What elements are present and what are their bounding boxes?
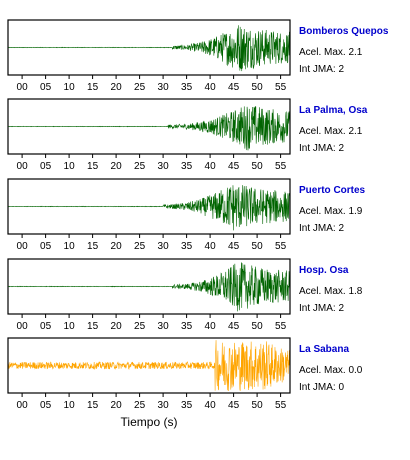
x-tick-label: 50 bbox=[252, 400, 264, 411]
panel-3: 00 05 10 15 20 25 30 35 40 45 50 55 Puerto Cortes Ace… bbox=[7, 178, 366, 252]
x-tick-label: 40 bbox=[205, 321, 217, 332]
x-tick-label: 40 bbox=[205, 400, 217, 411]
panel-4: 00 05 10 15 20 25 30 35 40 45 50 55 Hosp. Osa Acel. M… bbox=[7, 258, 363, 332]
x-tick-label: 40 bbox=[205, 241, 217, 252]
x-tick-label: 35 bbox=[181, 241, 193, 252]
x-tick-label: 10 bbox=[64, 161, 76, 172]
x-tick-label: 50 bbox=[252, 321, 264, 332]
station-name: La Sabana bbox=[299, 344, 349, 355]
x-tick-label: 30 bbox=[158, 400, 170, 411]
x-axis-label: Tiempo (s) bbox=[121, 415, 178, 429]
x-tick-label: 45 bbox=[228, 241, 240, 252]
x-tick-label: 50 bbox=[252, 161, 264, 172]
panel-frame bbox=[7, 19, 291, 76]
x-tick-label: 45 bbox=[228, 82, 240, 93]
panel-frame bbox=[7, 258, 291, 315]
x-tick-label: 50 bbox=[252, 82, 264, 93]
x-tick-label: 45 bbox=[228, 321, 240, 332]
x-tick-label: 05 bbox=[40, 82, 52, 93]
x-tick-label: 25 bbox=[134, 241, 146, 252]
x-tick-label: 30 bbox=[158, 321, 170, 332]
panel-frame bbox=[7, 98, 291, 155]
x-tick-label: 00 bbox=[17, 82, 29, 93]
int-jma-label: Int JMA: 0 bbox=[299, 382, 344, 393]
x-tick-label: 05 bbox=[40, 241, 52, 252]
panel-2: 00 05 10 15 20 25 30 35 40 45 50 55 La Palma, Osa Ace… bbox=[7, 98, 368, 172]
x-tick-label: 50 bbox=[252, 241, 264, 252]
panel-5: 00 05 10 15 20 25 30 35 40 45 50 55 La Sabana Acel. M… bbox=[7, 337, 363, 411]
x-tick-label: 05 bbox=[40, 400, 52, 411]
int-jma-label: Int JMA: 2 bbox=[299, 223, 344, 234]
x-tick-label: 15 bbox=[87, 400, 99, 411]
x-tick-label: 20 bbox=[111, 82, 123, 93]
station-name: Hosp. Osa bbox=[299, 265, 349, 276]
panel-frame bbox=[7, 178, 291, 235]
x-tick-label: 05 bbox=[40, 161, 52, 172]
x-tick-label: 30 bbox=[158, 82, 170, 93]
int-jma-label: Int JMA: 2 bbox=[299, 303, 344, 314]
panel-frame bbox=[7, 337, 291, 394]
station-name: Puerto Cortes bbox=[299, 185, 366, 196]
x-tick-label: 25 bbox=[134, 321, 146, 332]
waveform-line bbox=[7, 340, 291, 391]
x-tick-label: 00 bbox=[17, 400, 29, 411]
x-tick-label: 45 bbox=[228, 161, 240, 172]
x-tick-label: 40 bbox=[205, 82, 217, 93]
accel-max-label: Acel. Max. 2.1 bbox=[299, 126, 363, 137]
x-tick-label: 55 bbox=[275, 161, 287, 172]
accel-max-label: Acel. Max. 0.0 bbox=[299, 365, 363, 376]
x-tick-label: 35 bbox=[181, 321, 193, 332]
x-tick-label: 30 bbox=[158, 241, 170, 252]
x-tick-label: 25 bbox=[134, 161, 146, 172]
x-tick-label: 10 bbox=[64, 82, 76, 93]
x-tick-label: 30 bbox=[158, 161, 170, 172]
waveform-line bbox=[7, 185, 291, 231]
x-tick-label: 25 bbox=[134, 82, 146, 93]
x-tick-label: 15 bbox=[87, 321, 99, 332]
x-tick-label: 15 bbox=[87, 161, 99, 172]
accel-max-label: Acel. Max. 1.8 bbox=[299, 286, 363, 297]
x-tick-label: 15 bbox=[87, 82, 99, 93]
panel-1: 00 05 10 15 20 25 30 35 40 45 50 55 Bomberos Quepos A… bbox=[7, 19, 389, 93]
x-tick-label: 40 bbox=[205, 161, 217, 172]
x-tick-label: 20 bbox=[111, 400, 123, 411]
waveform-line bbox=[7, 262, 291, 312]
accel-max-label: Acel. Max. 2.1 bbox=[299, 47, 363, 58]
waveform-line bbox=[7, 106, 291, 151]
x-tick-label: 00 bbox=[17, 321, 29, 332]
x-tick-label: 10 bbox=[64, 400, 76, 411]
accel-max-label: Acel. Max. 1.9 bbox=[299, 206, 363, 217]
x-tick-label: 25 bbox=[134, 400, 146, 411]
waveform-line bbox=[7, 25, 291, 72]
x-tick-label: 05 bbox=[40, 321, 52, 332]
x-tick-label: 00 bbox=[17, 161, 29, 172]
x-tick-label: 55 bbox=[275, 400, 287, 411]
x-tick-label: 10 bbox=[64, 321, 76, 332]
x-tick-label: 10 bbox=[64, 241, 76, 252]
x-tick-label: 35 bbox=[181, 82, 193, 93]
x-tick-label: 20 bbox=[111, 321, 123, 332]
x-tick-label: 20 bbox=[111, 241, 123, 252]
x-tick-label: 20 bbox=[111, 161, 123, 172]
station-name: Bomberos Quepos bbox=[299, 26, 389, 37]
int-jma-label: Int JMA: 2 bbox=[299, 64, 344, 75]
x-tick-label: 55 bbox=[275, 82, 287, 93]
int-jma-label: Int JMA: 2 bbox=[299, 143, 344, 154]
station-name: La Palma, Osa bbox=[299, 105, 368, 116]
x-tick-label: 55 bbox=[275, 321, 287, 332]
x-tick-label: 15 bbox=[87, 241, 99, 252]
x-tick-label: 45 bbox=[228, 400, 240, 411]
x-tick-label: 35 bbox=[181, 161, 193, 172]
x-tick-label: 00 bbox=[17, 241, 29, 252]
x-tick-label: 55 bbox=[275, 241, 287, 252]
x-tick-label: 35 bbox=[181, 400, 193, 411]
